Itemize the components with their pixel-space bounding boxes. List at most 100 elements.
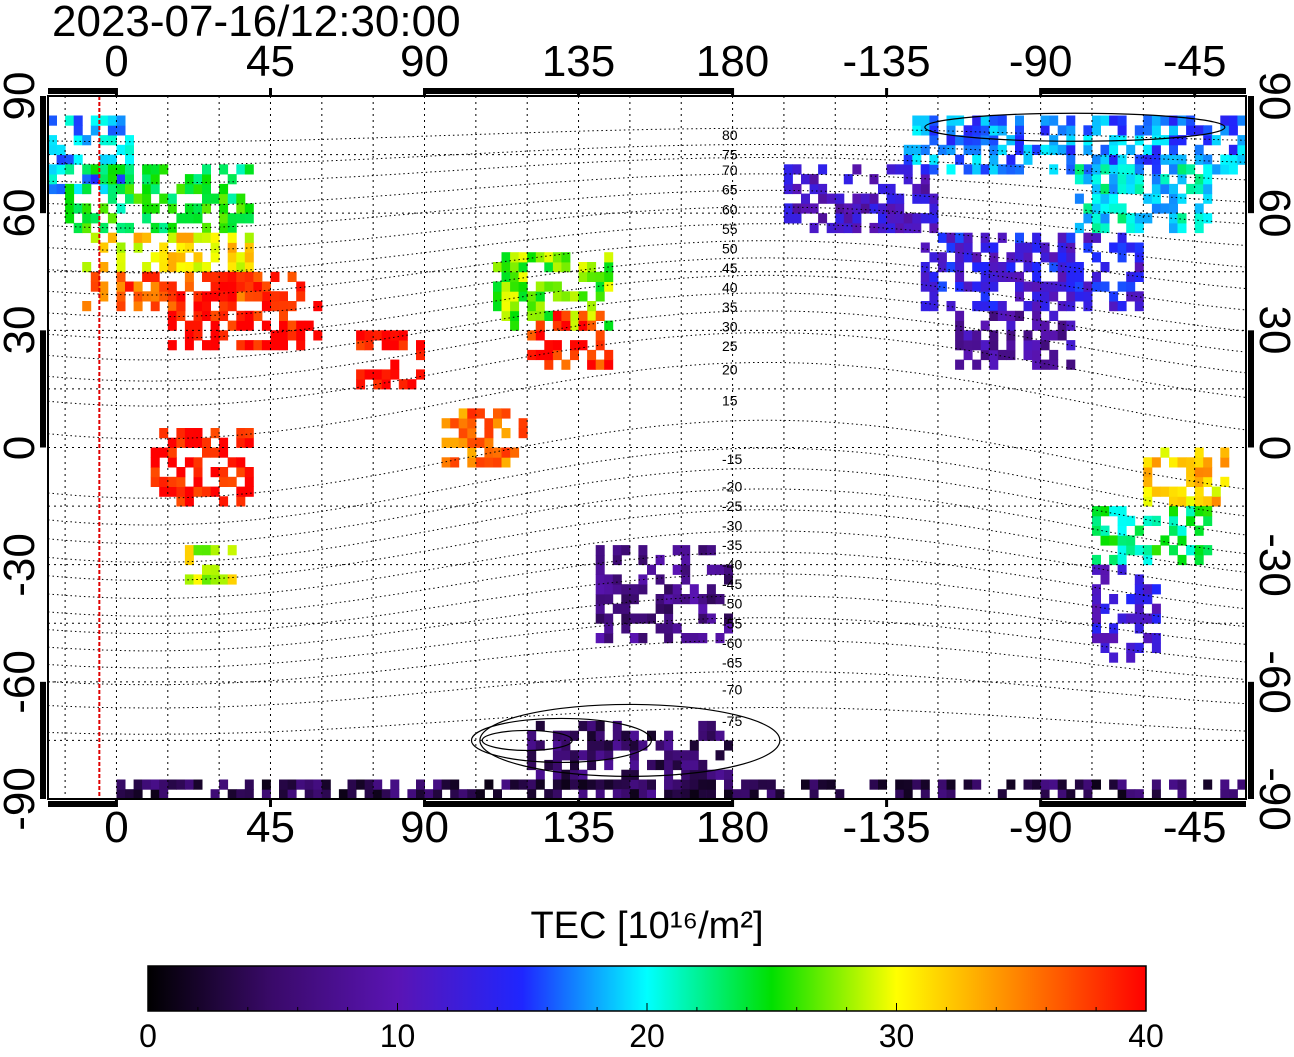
tec-cell: [1126, 281, 1136, 292]
tec-cell: [90, 281, 100, 292]
tec-cell: [227, 789, 237, 800]
tec-cell: [655, 603, 665, 614]
tec-cell: [159, 476, 169, 487]
tec-cell: [1100, 564, 1110, 575]
contour-label: 65: [722, 182, 738, 198]
tec-cell: [1032, 349, 1042, 361]
tec-cell: [672, 750, 682, 761]
tec-cell: [989, 281, 999, 292]
tec-cell: [202, 203, 211, 214]
tec-cell: [989, 359, 999, 370]
tec-cell: [1117, 213, 1127, 224]
tec-cell: [304, 789, 314, 800]
contour-label: -50: [722, 596, 742, 612]
tec-cell: [869, 193, 879, 204]
left-lat-tick-label: -90: [0, 767, 44, 831]
tec-cell: [792, 164, 802, 175]
tec-cell: [193, 779, 203, 790]
tec-cell: [1194, 486, 1204, 497]
tec-cell: [587, 730, 597, 741]
tec-cell: [1134, 301, 1144, 312]
top-bar-segment: [48, 88, 117, 94]
tec-cell: [552, 789, 562, 800]
tec-cell: [390, 359, 400, 370]
tec-cell: [116, 779, 126, 790]
tec-cell: [929, 193, 939, 204]
tec-cell: [672, 564, 682, 575]
tec-cell: [655, 574, 665, 585]
tec-cell: [1151, 515, 1161, 526]
tec-cell: [356, 379, 366, 390]
contour-label: 55: [722, 221, 738, 237]
tec-cell: [202, 164, 211, 175]
tec-cell: [809, 789, 819, 800]
contour-label: -30: [722, 518, 742, 534]
tec-cell: [1177, 222, 1187, 234]
tec-cell: [1109, 301, 1119, 312]
tec-cell: [1177, 779, 1187, 790]
tec-cell: [133, 232, 143, 243]
tec-cell: [193, 310, 203, 321]
contour-label: -20: [722, 479, 742, 495]
tec-cell: [1049, 144, 1059, 155]
tec-cell: [1066, 340, 1076, 351]
tec-cell: [1143, 457, 1153, 468]
tec-cell: [244, 232, 254, 243]
tec-cell: [706, 545, 716, 556]
tec-cell: [527, 730, 537, 741]
tec-cell: [715, 594, 725, 605]
tec-cell: [48, 164, 57, 175]
tec-cell: [321, 789, 331, 800]
tec-region-18: [1092, 506, 1213, 566]
contour-label: 75: [722, 147, 738, 163]
tec-cell: [1100, 506, 1110, 517]
tec-cell: [527, 779, 537, 790]
tec-cell: [184, 457, 194, 468]
tec-cell: [920, 271, 930, 282]
tec-cell: [1177, 457, 1187, 468]
tec-cell: [287, 320, 297, 331]
south-pole-contour: [481, 729, 573, 752]
tec-cell: [638, 633, 648, 644]
tec-cell: [467, 789, 477, 800]
tec-cell: [552, 769, 562, 780]
tec-cell: [681, 769, 691, 780]
left-lat-tick-label: 60: [0, 188, 44, 238]
tec-cell: [236, 193, 246, 204]
tec-cell: [184, 574, 194, 585]
tec-cell: [561, 291, 571, 302]
tec-cell: [912, 222, 922, 234]
top-lon-tick-label: -90: [1008, 37, 1073, 86]
tec-cell: [1023, 330, 1033, 341]
tec-cell: [142, 193, 152, 204]
tec-cell: [664, 730, 674, 741]
tec-cell: [356, 340, 366, 351]
tec-cell: [1134, 603, 1144, 614]
tec-cell: [1023, 154, 1033, 165]
tec-cell: [638, 779, 648, 790]
tec-cell: [955, 115, 965, 126]
tec-cell: [236, 262, 246, 273]
tec-cell: [1228, 154, 1238, 165]
tec-cell: [552, 252, 562, 263]
tec-cell: [202, 486, 211, 497]
tec-cell: [1023, 301, 1033, 312]
tec-cell: [1092, 554, 1101, 566]
tec-cell: [1023, 281, 1033, 292]
tec-cell: [210, 242, 220, 253]
tec-cell: [920, 183, 930, 195]
tec-cell: [1066, 252, 1076, 263]
tec-cell: [176, 252, 186, 263]
tec-cell: [1117, 789, 1127, 800]
tec-cell: [227, 457, 237, 468]
tec-cell: [133, 242, 143, 253]
tec-region-2: [82, 232, 254, 273]
tec-cell: [107, 183, 117, 195]
tec-cell: [1194, 545, 1204, 556]
tec-cell: [253, 271, 263, 282]
tec-cell: [1134, 574, 1144, 585]
tec-cell: [56, 183, 66, 195]
tec-cell: [518, 271, 528, 282]
tec-cell: [1186, 496, 1196, 507]
tec-cell: [1211, 164, 1221, 175]
